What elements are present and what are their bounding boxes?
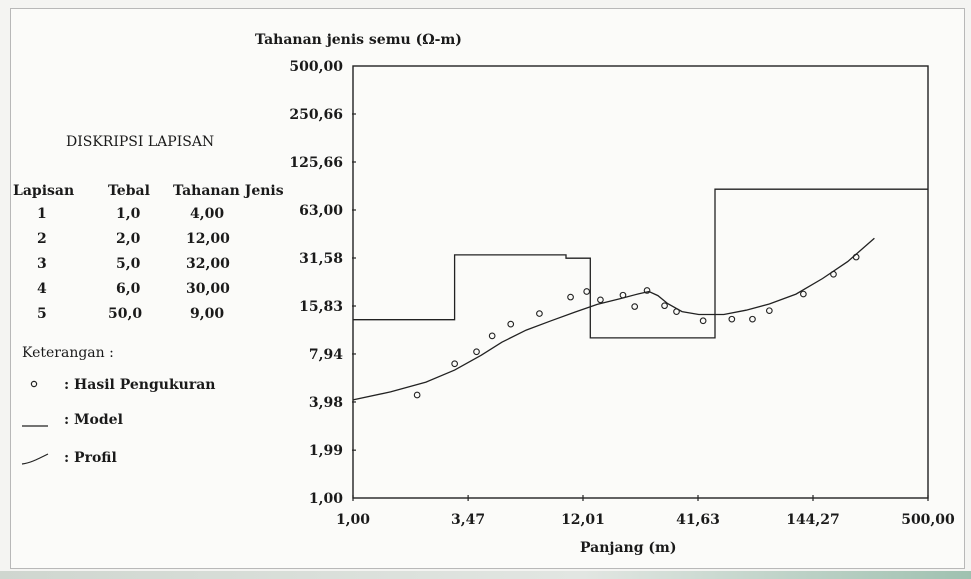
y-tick-label: 3,98 [309, 395, 343, 411]
measurement-point [643, 287, 651, 294]
measurement-point [673, 308, 680, 315]
measurement-point [728, 315, 736, 323]
header-tahanan-jenis: Tahanan Jenis [173, 183, 284, 199]
cell-tebal: 5,0 [116, 256, 141, 272]
measurement-point [631, 303, 639, 310]
x-tick-label: 500,00 [901, 512, 955, 528]
profile-curve-icon [21, 453, 49, 465]
x-axis-label: Panjang (m) [580, 540, 676, 556]
measurement-point [413, 391, 421, 399]
measurement-point [830, 270, 837, 278]
cell-tebal: 6,0 [116, 281, 141, 297]
model-step-line [353, 188, 928, 339]
plot-area [352, 65, 929, 499]
cell-lapisan: 5 [37, 306, 47, 322]
y-axis-label: Tahanan jenis semu (Ω-m) [255, 32, 462, 48]
description-title: DISKRIPSI LAPISAN [66, 134, 215, 150]
measurement-point [473, 348, 480, 356]
cell-tahanan: 12,00 [186, 231, 230, 247]
measurement-point [567, 293, 574, 301]
measurement-point [661, 302, 668, 310]
y-tick-label: 500,00 [289, 59, 343, 75]
y-tick-label: 1,99 [309, 443, 343, 459]
legend-label-hasil: : Hasil Pengukuran [64, 377, 216, 393]
cell-tebal: 2,0 [116, 231, 141, 247]
measurement-point [749, 315, 756, 323]
measurement-point [536, 310, 543, 317]
x-tick-label: 1,00 [336, 512, 370, 528]
cell-tahanan: 32,00 [186, 256, 230, 272]
x-tick-label: 144,27 [786, 512, 840, 528]
cell-tahanan: 30,00 [186, 281, 230, 297]
cell-lapisan: 3 [37, 256, 47, 272]
measurement-point [619, 291, 627, 299]
cell-tahanan: 4,00 [190, 206, 225, 222]
header-lapisan: Lapisan [13, 183, 75, 199]
measurement-point [852, 253, 860, 261]
cell-lapisan: 1 [37, 206, 47, 222]
measurement-point [597, 296, 604, 304]
cell-lapisan: 2 [37, 231, 47, 247]
legend-title: Keterangan : [22, 345, 114, 361]
circle-marker-icon [30, 380, 38, 388]
profile-curve [352, 237, 875, 401]
bottom-strip [0, 571, 971, 579]
cell-tahanan: 9,00 [190, 306, 225, 322]
header-tebal: Tebal [108, 183, 150, 199]
y-tick-label: 63,00 [299, 203, 343, 219]
measurement-point [451, 360, 458, 368]
measurement-point [699, 317, 707, 325]
y-tick-label: 125,66 [289, 155, 343, 171]
x-tick-label: 3,47 [451, 512, 485, 528]
y-tick-label: 1,00 [309, 491, 343, 507]
x-tick-label: 12,01 [561, 512, 605, 528]
measurement-point [800, 290, 807, 298]
measurement-point [488, 332, 496, 340]
model-line-icon [22, 425, 48, 427]
y-tick-label: 31,58 [299, 251, 343, 267]
x-tick-label: 41,63 [676, 512, 720, 528]
y-tick-label: 250,66 [289, 107, 343, 123]
cell-tebal: 1,0 [116, 206, 141, 222]
cell-tebal: 50,0 [108, 306, 143, 322]
y-tick-label: 7,94 [309, 347, 343, 363]
y-tick-label: 15,83 [299, 299, 343, 315]
measurement-point [583, 288, 591, 295]
legend-label-model: : Model [64, 412, 123, 428]
legend-label-profil: : Profil [64, 450, 117, 466]
cell-lapisan: 4 [37, 281, 47, 297]
measurement-point [507, 320, 515, 328]
measurement-point [765, 307, 773, 315]
